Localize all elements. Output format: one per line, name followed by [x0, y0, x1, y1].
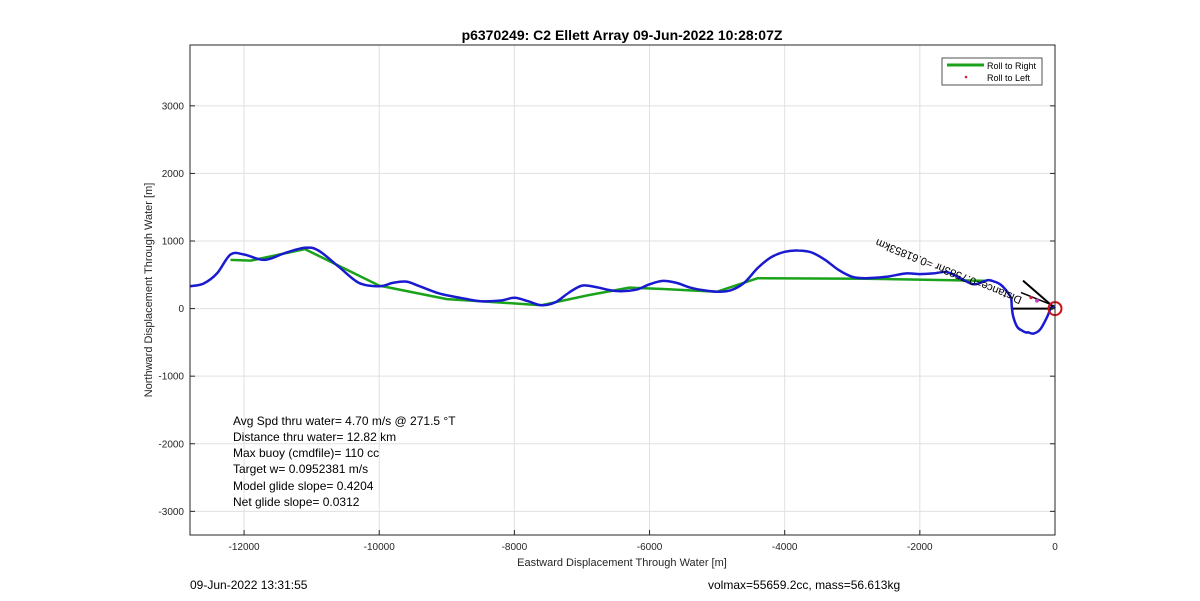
axis-ticks: -12000 -10000 -8000 -6000 -4000 -2000 0-3000-2… — [158, 101, 1058, 553]
grid — [190, 45, 1056, 535]
stats-line: Target w= 0.0952381 m/s — [233, 462, 368, 476]
x-tick-label: -2000 — [907, 542, 933, 553]
stats-line: Avg Spd thru water= 4.70 m/s @ 271.5 °T — [233, 414, 456, 428]
x-tick-label: 0 — [1052, 542, 1058, 553]
x-tick-label: -10000 — [364, 542, 396, 553]
roll-to-left-marker — [1029, 295, 1033, 300]
y-tick-label: 2000 — [162, 169, 185, 180]
legend-label-roll-right: Roll to Right — [987, 61, 1037, 71]
heading-line — [1022, 279, 1054, 308]
x-tick-label: -6000 — [637, 542, 663, 553]
y-tick-label: 3000 — [162, 101, 185, 112]
stats-annotation: Avg Spd thru water= 4.70 m/s @ 271.5 °T … — [233, 414, 456, 509]
y-tick-label: 1000 — [162, 237, 185, 248]
y-axis-label: Northward Displacement Through Water [m] — [143, 183, 155, 398]
x-tick-label: -8000 — [502, 542, 528, 553]
stats-line: Distance thru water= 12.82 km — [233, 430, 396, 444]
legend: Roll to Right Roll to Left — [941, 57, 1043, 86]
y-tick-label: -2000 — [158, 439, 184, 450]
y-tick-label: -3000 — [158, 507, 184, 518]
y-tick-label: -1000 — [158, 372, 184, 383]
series-layer — [189, 246, 1056, 335]
legend-box — [941, 57, 1043, 86]
x-tick-label: -4000 — [772, 542, 798, 553]
footer-volmax-mass: volmax=55659.2cc, mass=56.613kg — [708, 578, 901, 592]
legend-label-roll-left: Roll to Left — [987, 73, 1031, 83]
legend-swatch-roll-left — [964, 75, 968, 79]
series-roll-to-right — [230, 247, 988, 307]
series-track — [189, 246, 1056, 335]
y-tick-label: 0 — [178, 304, 184, 315]
chart-title: p6370249: C2 Ellett Array 09-Jun-2022 10… — [462, 27, 783, 43]
footer-timestamp: 09-Jun-2022 13:31:55 — [190, 578, 308, 592]
x-axis-label: Eastward Displacement Through Water [m] — [517, 557, 727, 569]
heading-line — [1020, 291, 1052, 306]
x-tick-label: -12000 — [228, 542, 260, 553]
plot-frame — [189, 44, 1056, 536]
stats-line: Model glide slope= 0.4204 — [233, 479, 374, 493]
roll-to-left-marker — [1035, 298, 1039, 303]
stats-line: Max buoy (cmdfile)= 110 cc — [233, 446, 379, 460]
stats-line: Net glide slope= 0.0312 — [233, 495, 360, 509]
